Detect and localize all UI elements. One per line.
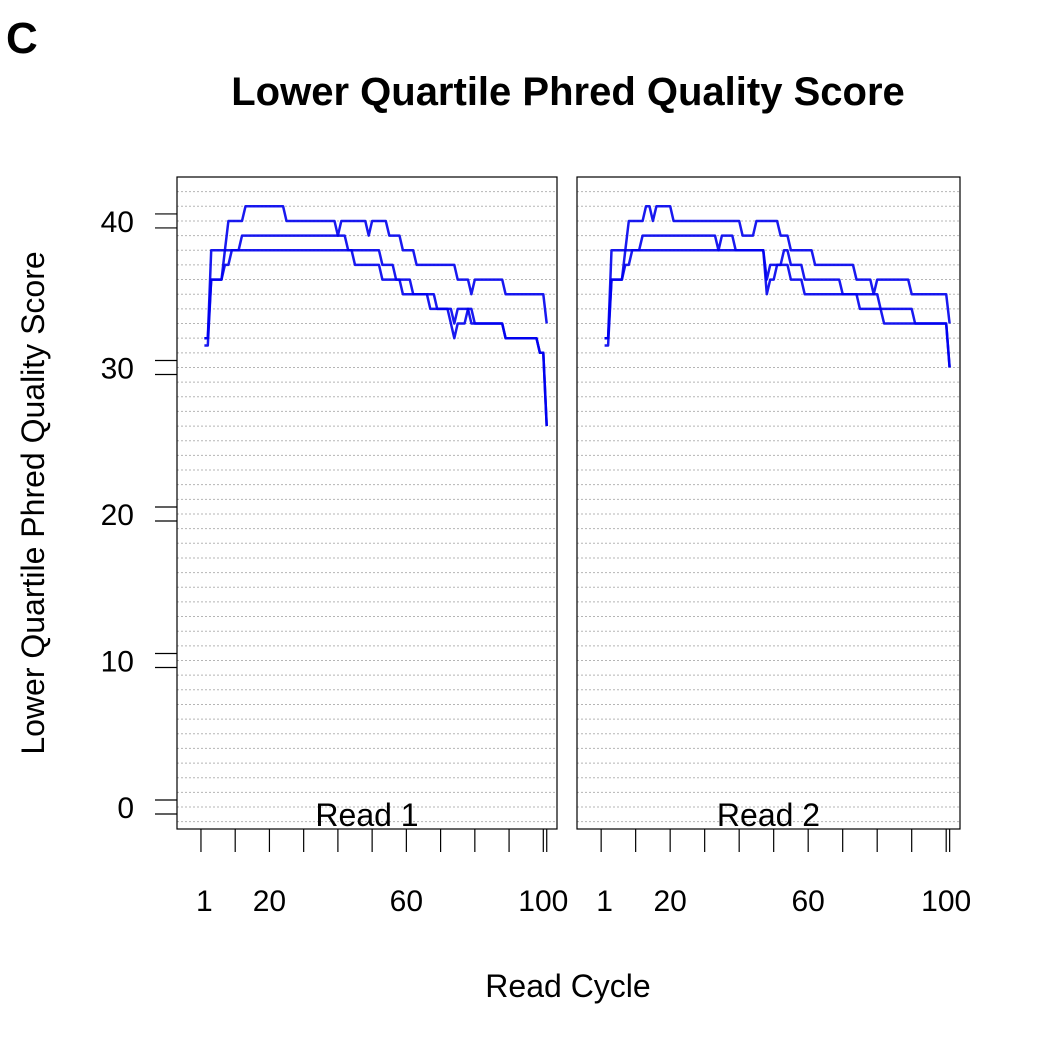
chart-title: Lower Quartile Phred Quality Score [231, 70, 905, 114]
x-tick-label: 20 [653, 885, 686, 918]
panel-frame [576, 176, 961, 830]
y-tick-label: 20 [101, 499, 134, 532]
y-tick-label: 10 [101, 646, 134, 679]
x-tick-label: 100 [518, 885, 568, 918]
series-line [204, 205, 548, 340]
x-axis-label: Read Cycle [485, 968, 650, 1004]
panel-frame [176, 176, 558, 830]
y-tick-label: 30 [101, 352, 134, 385]
x-tick-label: 60 [390, 885, 423, 918]
series-line [204, 249, 548, 427]
series-line [604, 205, 951, 340]
y-tick-label: 40 [101, 206, 134, 239]
x-tick-label: 20 [253, 885, 286, 918]
series-line [604, 234, 951, 368]
panel-label: Read 2 [717, 797, 820, 833]
series-line [604, 249, 951, 368]
y-axis-label: Lower Quartile Phred Quality Score [15, 251, 51, 754]
x-tick-label: 1 [196, 885, 213, 918]
panel-letter: C [6, 14, 38, 63]
x-tick-label: 60 [791, 885, 824, 918]
panel-2: Read 2 1 20 60 100 [576, 176, 971, 918]
panel-label: Read 1 [315, 797, 418, 833]
panel-1: Read 1 1 20 60 100 [176, 176, 568, 918]
x-tick-label: 1 [596, 885, 613, 918]
x-tick-label: 100 [921, 885, 971, 918]
y-tick-label: 0 [117, 792, 134, 825]
panels-layer: 0 10 20 30 40 Read 1 1 20 60 100 Read 2 1 20 60 100 [101, 176, 971, 918]
